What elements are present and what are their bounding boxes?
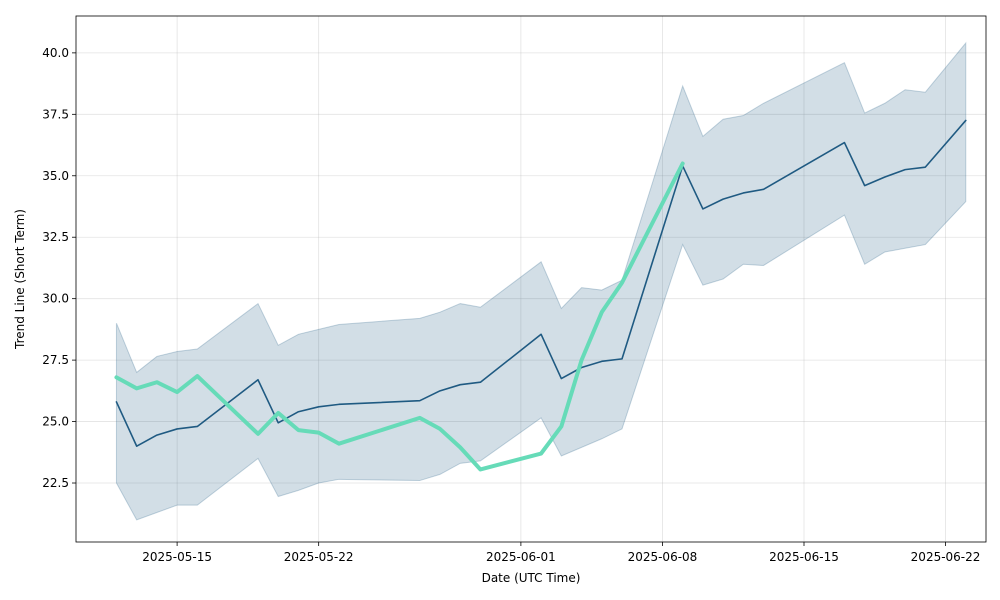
x-tick-label: 2025-05-15 <box>142 550 212 564</box>
y-tick-label: 22.5 <box>42 476 69 490</box>
confidence-band <box>115 41 967 521</box>
x-tick-label: 2025-06-08 <box>628 550 698 564</box>
confidence-band-layer <box>115 41 967 521</box>
series-line-2 <box>114 161 685 472</box>
y-tick-label: 37.5 <box>42 107 69 121</box>
x-tick-label: 2025-06-15 <box>769 550 839 564</box>
y-tick-label: 27.5 <box>42 353 69 367</box>
x-axis-title: Date (UTC Time) <box>482 571 581 585</box>
plot-frame <box>75 15 987 543</box>
x-tick-label: 2025-05-22 <box>284 550 354 564</box>
series-layer <box>114 119 967 472</box>
x-tick-label: 2025-06-01 <box>486 550 556 564</box>
x-tick-label: 2025-06-22 <box>911 550 981 564</box>
y-axis-title: Trend Line (Short Term) <box>13 209 27 350</box>
series-line-1 <box>115 119 967 447</box>
y-tick-label: 32.5 <box>42 230 69 244</box>
ticks-layer: 2025-05-15 2025-05-22 2025-06-01 2025-06-08… <box>42 46 980 564</box>
y-tick-label: 35.0 <box>42 169 69 183</box>
grid-layer <box>76 16 986 542</box>
y-tick-label: 30.0 <box>42 292 69 306</box>
y-tick-label: 40.0 <box>42 46 69 60</box>
y-tick-label: 25.0 <box>42 415 69 429</box>
